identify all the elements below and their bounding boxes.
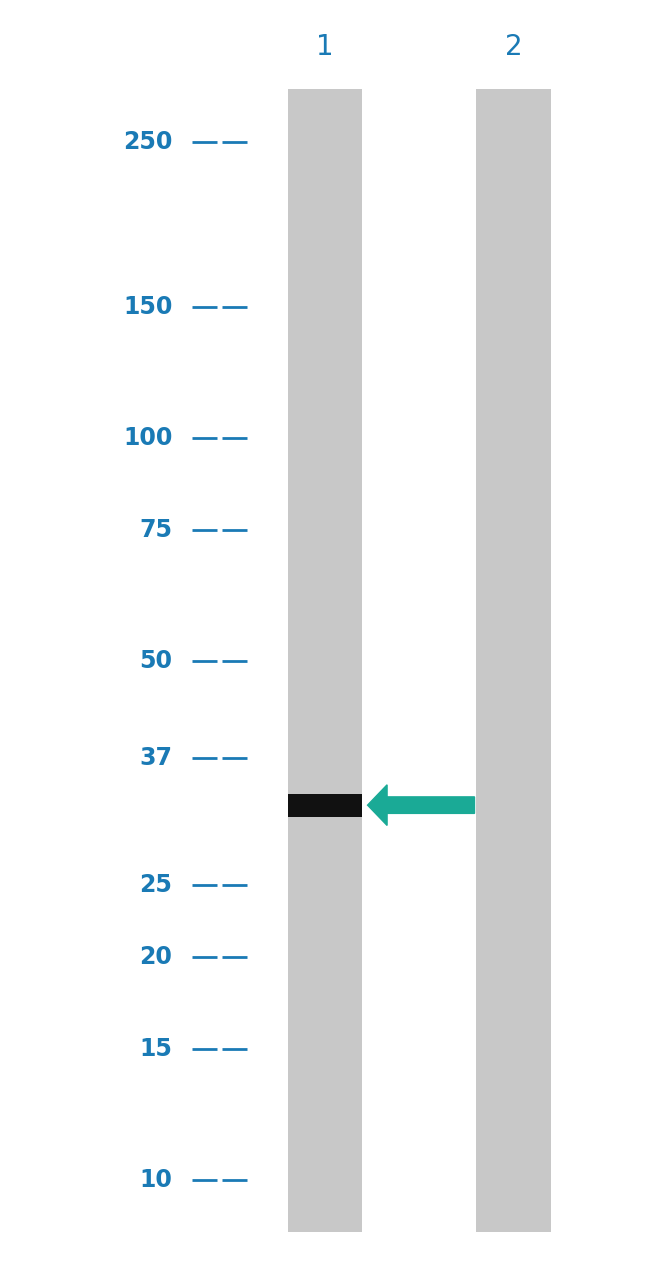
FancyArrow shape (368, 785, 474, 826)
Bar (287, 89, 363, 1232)
Bar (287, 794, 363, 817)
Text: 150: 150 (123, 295, 172, 319)
Bar (287, 812, 363, 817)
Text: 2: 2 (504, 33, 523, 61)
Bar (476, 89, 551, 1232)
Bar (287, 795, 363, 799)
Text: 75: 75 (139, 518, 172, 542)
Text: 37: 37 (139, 747, 172, 770)
Text: 10: 10 (139, 1168, 172, 1193)
Text: 250: 250 (123, 131, 172, 155)
Text: 1: 1 (316, 33, 334, 61)
Text: 15: 15 (139, 1038, 172, 1062)
Text: 100: 100 (123, 425, 172, 450)
Text: 25: 25 (139, 872, 172, 897)
Text: 20: 20 (139, 945, 172, 969)
Text: 50: 50 (139, 649, 172, 673)
